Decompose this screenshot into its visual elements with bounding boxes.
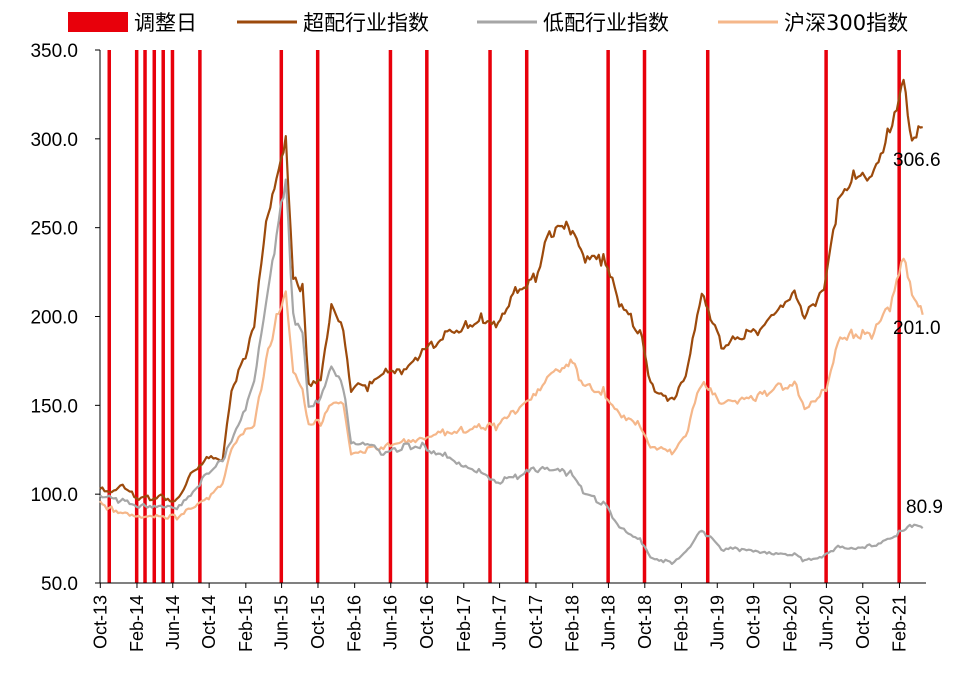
y-tick-label: 50.0	[41, 574, 78, 595]
x-tick-label: Feb-16	[345, 595, 365, 652]
adjustment-bar	[315, 50, 320, 583]
y-tick-label: 100.0	[30, 485, 78, 506]
adjustment-bar	[134, 50, 139, 583]
adjustment-bar	[606, 50, 610, 583]
adjustment-bar	[279, 50, 284, 583]
legend-swatch-adjust	[68, 12, 128, 32]
x-tick-label: Oct-14	[199, 595, 219, 649]
adjustment-bar	[705, 50, 710, 583]
series-line-0	[99, 78, 923, 503]
end-label-1: 80.9	[906, 497, 943, 518]
series-line-2	[99, 257, 924, 521]
series-lines	[99, 78, 924, 565]
adjustment-bar	[107, 50, 111, 583]
x-tick-label: Feb-20	[780, 595, 800, 652]
y-tick-label: 300.0	[30, 130, 78, 151]
legend-label-0: 调整日	[134, 11, 197, 35]
legend-label-3: 沪深300指数	[784, 11, 908, 35]
x-tick-label: Jun-20	[816, 595, 836, 650]
legend-label-2: 低配行业指数	[543, 11, 669, 35]
y-axis: 50.0 100.0 150.0 200.0 250.0 300.0 350.0	[30, 41, 101, 595]
y-tick-label: 350.0	[30, 41, 78, 62]
x-tick-label: Oct-13	[90, 595, 110, 649]
x-tick-label: Jun-15	[272, 595, 292, 650]
x-tick-label: Jun-19	[707, 595, 727, 650]
legend-label-1: 超配行业指数	[303, 11, 429, 35]
adjustment-day-bars	[107, 50, 901, 583]
x-tick-label: Feb-18	[563, 595, 583, 652]
x-tick-label: Oct-20	[853, 595, 873, 649]
legend: 调整日 超配行业指数 低配行业指数 沪深300指数	[68, 11, 908, 35]
adjustment-bar	[488, 50, 492, 583]
y-tick-label: 250.0	[30, 219, 78, 240]
adjustment-bar	[198, 50, 202, 583]
adjustment-bar	[152, 50, 157, 583]
x-tick-label: Oct-16	[417, 595, 437, 649]
adjustment-bar	[642, 50, 647, 583]
y-tick-label: 150.0	[30, 396, 78, 417]
x-tick-label: Jun-16	[381, 595, 401, 650]
end-label-0: 306.6	[893, 150, 941, 171]
x-tick-label: Feb-21	[890, 595, 910, 652]
x-tick-label: Oct-15	[308, 595, 328, 649]
x-tick-label: Oct-17	[526, 595, 546, 649]
end-labels: 306.6 80.9 201.0	[893, 150, 943, 518]
x-tick-label: Feb-17	[454, 595, 474, 652]
x-tick-label: Oct-18	[635, 595, 655, 649]
adjustment-bar	[161, 50, 165, 583]
x-tick-label: Jun-14	[163, 595, 183, 650]
y-tick-label: 200.0	[30, 308, 78, 329]
adjustment-bar	[897, 50, 901, 583]
x-tick-label: Feb-19	[672, 595, 692, 652]
adjustment-bar	[524, 50, 529, 583]
adjustment-bar	[388, 50, 393, 583]
x-tick-label: Jun-18	[598, 595, 618, 650]
end-label-2: 201.0	[893, 318, 941, 339]
adjustment-bar	[824, 50, 828, 583]
series-line-1	[99, 178, 924, 565]
x-axis: Oct-13 Feb-14 Jun-14 Oct-14 Feb-15 Jun-15 Oct-…	[90, 582, 926, 652]
adjustment-bar	[170, 50, 175, 583]
x-tick-label: Jun-17	[490, 595, 510, 650]
adjustment-bar	[143, 50, 147, 583]
x-tick-label: Feb-15	[236, 595, 256, 652]
x-tick-label: Oct-19	[744, 595, 764, 649]
x-tick-label: Feb-14	[127, 595, 147, 652]
adjustment-bar	[425, 50, 429, 583]
